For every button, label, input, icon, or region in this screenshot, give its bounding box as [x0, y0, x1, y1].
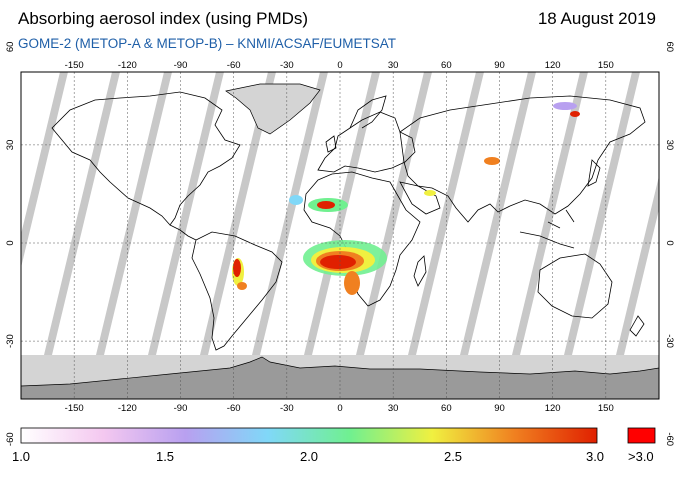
longitude-tick-label: -150 — [65, 60, 84, 71]
plume-south-america — [232, 258, 247, 290]
longitude-tick-label: 30 — [388, 60, 399, 71]
latitude-tick-label: 0 — [664, 240, 675, 245]
asia — [399, 95, 646, 223]
latitude-tick-label: 30 — [5, 140, 16, 151]
latitude-labels-left: 60 30 0 -30 -60 — [5, 42, 16, 447]
latitude-tick-label: -30 — [5, 334, 16, 348]
swath-gap — [21, 72, 68, 268]
map-subtitle: GOME-2 (METOP-A & METOP-B) – KNMI/ACSAF/… — [18, 36, 397, 51]
swath-gap — [460, 72, 536, 355]
japan — [587, 159, 601, 187]
colorbar-overflow-label: >3.0 — [628, 449, 654, 464]
longitude-tick-label: 60 — [441, 60, 452, 71]
longitude-labels-top: -150 -120 -90 -60 -30 0 30 60 90 120 150 — [65, 60, 614, 71]
latitude-tick-label: -60 — [664, 432, 675, 446]
arabian-peninsula — [399, 181, 441, 215]
map-frame — [20, 71, 660, 400]
swath-gap — [616, 176, 659, 355]
swath-gap — [200, 72, 276, 355]
map-date: 18 August 2019 — [537, 9, 656, 28]
longitude-labels-bottom: -150 -120 -90 -60 -30 0 30 60 90 120 150 — [65, 403, 614, 414]
latitude-tick-label: 30 — [664, 140, 675, 151]
swath-gap — [304, 72, 380, 355]
australia — [537, 253, 613, 319]
south-america — [191, 231, 283, 351]
swath-gap — [408, 72, 484, 355]
maritime-southeast-asia — [519, 209, 575, 249]
graticule — [21, 72, 659, 399]
longitude-tick-label: 90 — [494, 403, 505, 414]
colorbar-label-5: 3.0 — [585, 449, 605, 464]
colorbar-label-4: 2.5 — [443, 449, 463, 464]
longitude-tick-label: -30 — [280, 403, 294, 414]
central-america — [169, 224, 197, 241]
longitude-tick-label: -60 — [227, 60, 241, 71]
colorbar-label-1: 1.0 — [11, 449, 31, 464]
latitude-tick-label: -60 — [5, 432, 16, 446]
swath-gap — [564, 72, 640, 355]
swath-gap — [668, 72, 676, 355]
plume-siberia — [484, 102, 580, 165]
longitude-tick-label: 0 — [337, 60, 342, 71]
longitude-tick-label: -90 — [174, 403, 188, 414]
swath-gap — [96, 72, 172, 355]
longitude-tick-label: 30 — [388, 403, 399, 414]
longitude-tick-label: 150 — [598, 403, 614, 414]
new-zealand — [629, 315, 645, 337]
colorbar-overflow-swatch — [627, 427, 656, 444]
europe — [317, 111, 416, 173]
longitude-tick-label: -120 — [118, 403, 137, 414]
longitude-tick-label: 120 — [545, 60, 561, 71]
north-america — [51, 91, 241, 226]
swath-gap — [44, 72, 120, 355]
longitude-tick-label: -60 — [227, 403, 241, 414]
british-isles — [325, 135, 337, 153]
latitude-tick-label: 60 — [5, 42, 16, 53]
swath-gap — [148, 72, 224, 355]
longitude-tick-label: -90 — [174, 60, 188, 71]
longitude-tick-label: 0 — [337, 403, 342, 414]
longitude-tick-label: 60 — [441, 403, 452, 414]
latitude-labels-right: 60 30 0 -30 -60 — [664, 42, 675, 447]
plume-west-africa — [289, 195, 348, 212]
longitude-tick-label: 90 — [494, 60, 505, 71]
swath-gap — [512, 72, 588, 355]
latitude-tick-label: 0 — [5, 240, 16, 245]
africa — [303, 171, 421, 307]
longitude-tick-label: -30 — [280, 60, 294, 71]
plume-central-africa — [303, 240, 387, 295]
longitude-tick-label: -150 — [65, 403, 84, 414]
longitude-tick-label: 150 — [598, 60, 614, 71]
latitude-tick-label: 60 — [664, 42, 675, 53]
colorbar-label-2: 1.5 — [155, 449, 175, 464]
swath-gap — [252, 72, 328, 355]
swath-gaps — [21, 72, 676, 355]
madagascar — [413, 255, 427, 287]
map-title: Absorbing aerosol index (using PMDs) — [18, 9, 309, 28]
longitude-tick-label: -120 — [118, 60, 137, 71]
latitude-tick-label: -30 — [664, 334, 675, 348]
colorbar-label-3: 2.0 — [299, 449, 319, 464]
longitude-tick-label: 120 — [545, 403, 561, 414]
plume-arabia — [424, 190, 436, 196]
colorbar — [20, 427, 598, 444]
scandinavia — [349, 95, 387, 129]
